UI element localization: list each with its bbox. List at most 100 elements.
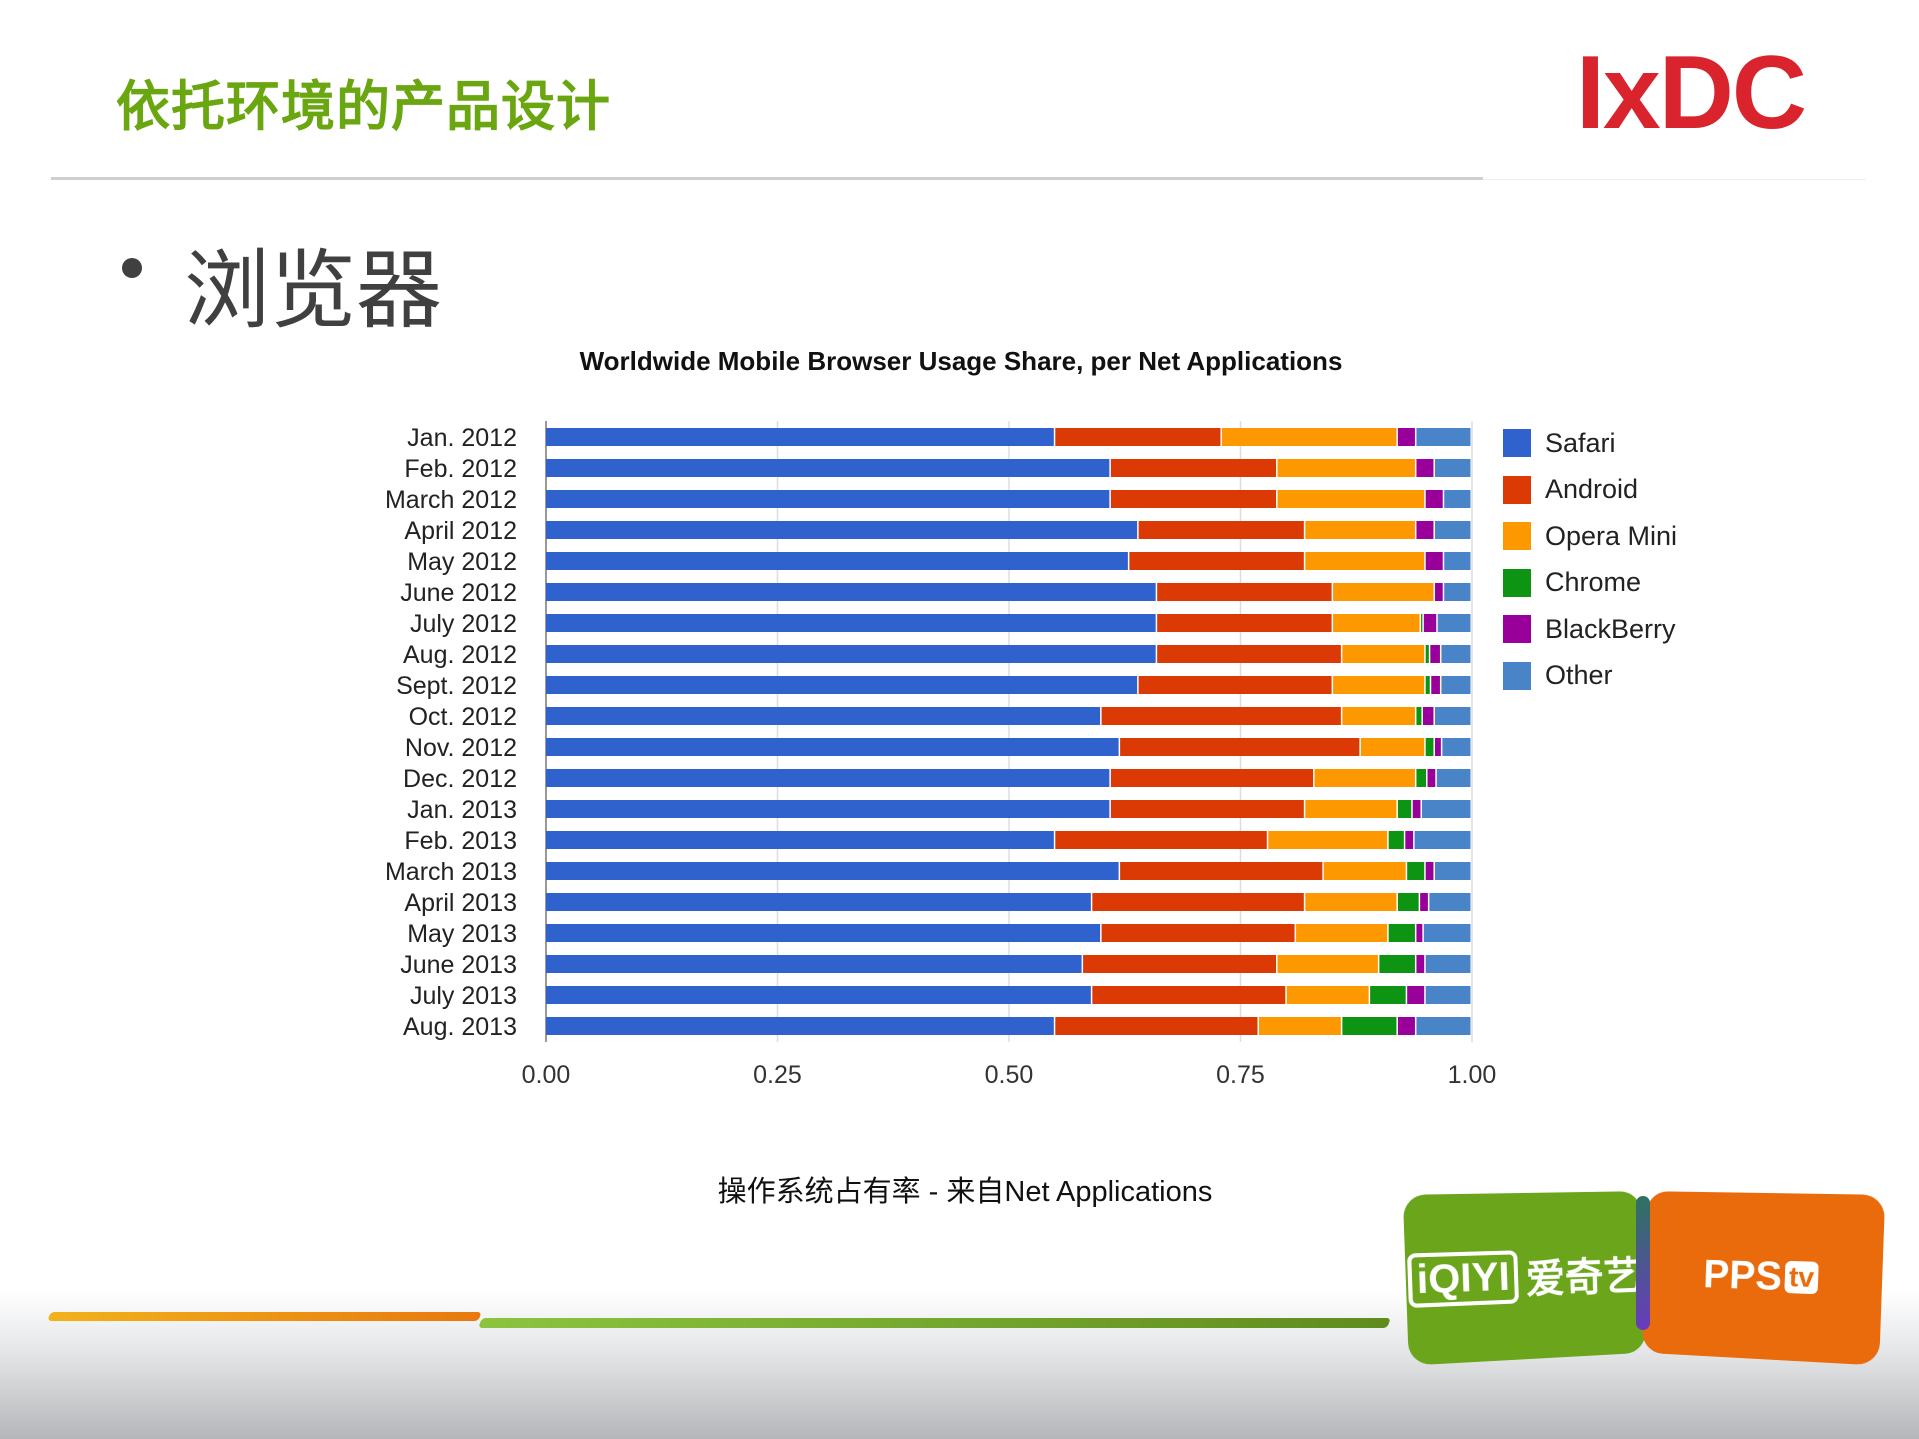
bar-segment-safari (546, 800, 1109, 818)
bar-segment-opera-mini (1268, 831, 1387, 849)
bar-segment-blackberry (1416, 521, 1433, 539)
y-category-label: Jan. 2012 (407, 424, 517, 452)
bar-segment-android (1139, 521, 1304, 539)
bar-segment-chrome (1426, 738, 1434, 756)
y-category-label: Jan. 2013 (407, 796, 517, 824)
bar-segment-opera-mini (1333, 614, 1419, 632)
bar-segment-opera-mini (1333, 583, 1433, 601)
bar-segment-safari (546, 707, 1100, 725)
chart-caption: 操作系统占有率 - 来自Net Applications (465, 1168, 1465, 1210)
bar-segment-android (1102, 924, 1295, 942)
bar-segment-opera-mini (1342, 645, 1424, 663)
iqiyi-logo: iQIYI 爱奇艺 (1403, 1191, 1646, 1365)
y-category-label: Aug. 2013 (403, 1013, 517, 1041)
legend-item: Safari (1503, 420, 1677, 467)
bar-segment-chrome (1398, 893, 1419, 911)
bar-segment-other (1437, 769, 1471, 787)
decorative-green-stripe (478, 1318, 1391, 1328)
bar-segment-blackberry (1426, 552, 1443, 570)
bar-segment-chrome (1407, 862, 1424, 880)
y-category-label: May 2013 (407, 920, 517, 948)
y-category-label: Feb. 2013 (404, 827, 517, 855)
y-category-label: April 2013 (404, 889, 517, 917)
legend-item: Other (1503, 653, 1677, 700)
pps-tv-badge: tv (1784, 1261, 1818, 1294)
bar-segment-other (1435, 459, 1471, 477)
logo-seam (1636, 1196, 1650, 1330)
bar-segment-opera-mini (1324, 862, 1406, 880)
pps-mark: PPS (1703, 1252, 1783, 1300)
bar-segment-android (1055, 1017, 1257, 1035)
legend-swatch (1503, 476, 1531, 504)
y-category-label: Sept. 2012 (396, 672, 517, 700)
bar-segment-safari (546, 490, 1109, 508)
bar-segment-other (1416, 1017, 1470, 1035)
legend-swatch (1503, 662, 1531, 690)
bar-segment-opera-mini (1342, 707, 1415, 725)
bar-segment-opera-mini (1333, 676, 1424, 694)
bar-segment-safari (546, 738, 1119, 756)
bar-segment-blackberry (1424, 614, 1436, 632)
bar-segment-other (1435, 707, 1471, 725)
legend-item: Chrome (1503, 560, 1677, 607)
bar-segment-other (1422, 800, 1471, 818)
y-category-label: May 2012 (407, 548, 517, 576)
pps-logo: PPS tv (1642, 1191, 1885, 1365)
bar-segment-chrome (1370, 986, 1406, 1004)
x-tick-label: 0.75 (1216, 1061, 1265, 1089)
bar-segment-blackberry (1426, 490, 1443, 508)
bar-segment-chrome (1416, 707, 1421, 725)
bar-segment-opera-mini (1287, 986, 1369, 1004)
y-category-label: Aug. 2012 (403, 641, 517, 669)
bar-segment-chrome (1426, 645, 1429, 663)
bar-segment-opera-mini (1278, 459, 1415, 477)
legend-label: BlackBerry (1545, 614, 1676, 645)
bar-segment-other (1426, 955, 1471, 973)
iqiyi-name: 爱奇艺 (1525, 1244, 1643, 1305)
y-category-label: July 2012 (410, 610, 517, 638)
legend-label: Chrome (1545, 567, 1641, 598)
x-tick-label: 0.25 (753, 1061, 802, 1089)
chart-legend: Safari Android Opera Mini Chrome BlackBerry O… (1503, 420, 1677, 699)
legend-item: BlackBerry (1503, 606, 1677, 653)
bar-segment-opera-mini (1278, 955, 1378, 973)
bar-segment-blackberry (1416, 955, 1424, 973)
bar-segment-chrome (1379, 955, 1415, 973)
bar-segment-android (1092, 893, 1303, 911)
bar-segment-other (1435, 521, 1471, 539)
legend-label: Android (1545, 474, 1638, 505)
bar-segment-safari (546, 862, 1119, 880)
bar-segment-blackberry (1398, 1017, 1415, 1035)
bar-segment-chrome (1342, 1017, 1396, 1035)
bar-segment-blackberry (1426, 862, 1434, 880)
bar-segment-opera-mini (1278, 490, 1425, 508)
x-tick-label: 0.00 (522, 1061, 571, 1089)
bar-segment-android (1102, 707, 1341, 725)
y-category-label: June 2012 (400, 579, 517, 607)
y-category-label: March 2012 (385, 486, 517, 514)
legend-swatch (1503, 429, 1531, 457)
legend-label: Safari (1545, 428, 1616, 459)
bar-segment-safari (546, 428, 1054, 446)
legend-item: Android (1503, 467, 1677, 514)
bar-segment-safari (546, 893, 1091, 911)
y-category-label: Nov. 2012 (405, 734, 517, 762)
bar-segment-blackberry (1413, 800, 1421, 818)
bar-segment-other (1429, 893, 1470, 911)
bar-segment-android (1111, 769, 1313, 787)
bar-segment-safari (546, 955, 1082, 973)
bar-segment-safari (546, 459, 1109, 477)
decorative-orange-stripe (47, 1312, 481, 1321)
bar-segment-blackberry (1431, 676, 1440, 694)
bar-segment-safari (546, 583, 1156, 601)
bar-segment-android (1055, 831, 1266, 849)
bar-segment-android (1055, 428, 1220, 446)
legend-label: Other (1545, 660, 1613, 691)
bar-segment-android (1157, 583, 1331, 601)
bar-segment-other (1435, 862, 1471, 880)
bar-segment-android (1157, 645, 1341, 663)
bar-segment-chrome (1416, 769, 1426, 787)
bar-segment-android (1111, 800, 1304, 818)
bar-segment-android (1157, 614, 1331, 632)
y-category-label: Feb. 2012 (404, 455, 517, 483)
